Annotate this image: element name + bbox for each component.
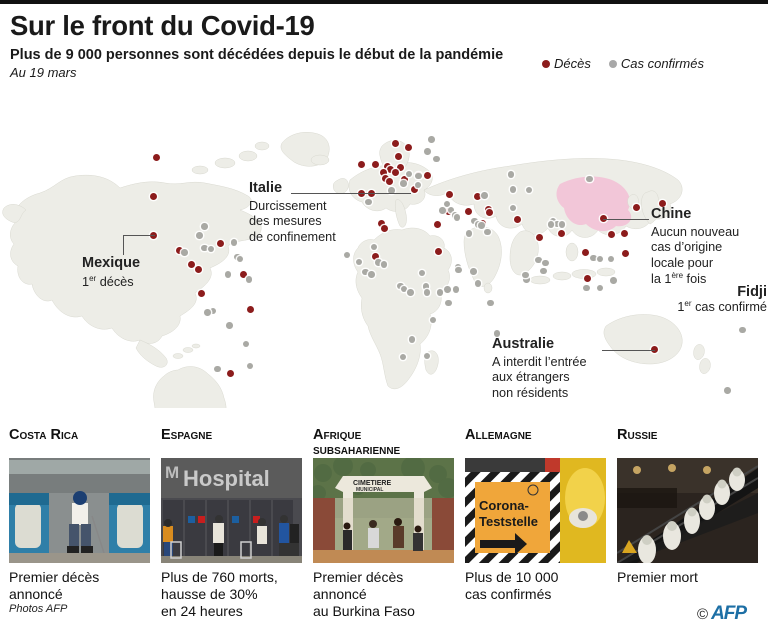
svg-text:Teststelle: Teststelle [479, 514, 538, 529]
svg-text:Corona-: Corona- [479, 498, 529, 513]
svg-text:MUNICIPAL: MUNICIPAL [356, 487, 383, 493]
svg-text:M: M [165, 463, 179, 482]
svg-text:Hospital: Hospital [183, 466, 270, 491]
svg-text:CIMETIERE: CIMETIERE [353, 480, 391, 487]
